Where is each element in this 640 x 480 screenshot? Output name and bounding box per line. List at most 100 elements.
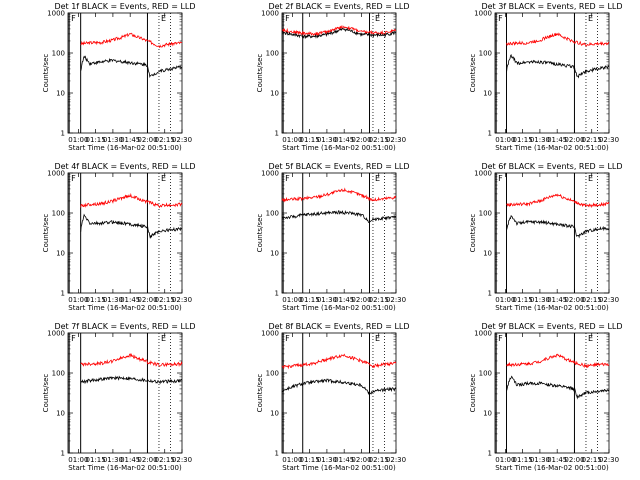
y-tick-label: 100 [479,50,492,58]
x-tick-label: 01:45 [334,296,354,304]
x-tick-label: 01:15 [513,456,533,464]
x-tick-label: 01:30 [530,296,550,304]
chart-title: Det 7f BLACK = Events, RED = LLD [54,322,195,331]
x-tick-label: 01:00 [68,136,88,144]
marker-label: E [161,14,166,23]
y-tick-label: 10 [56,90,65,98]
y-tick-label: 100 [266,210,279,218]
marker-label: E [161,334,166,343]
marker-label: F [71,334,76,343]
plot-frame [281,12,397,134]
panel-8: Det 8f BLACK = Events, RED = LLD 1 10 100 10… [256,322,410,472]
x-axis-label: Start Time (16-Mar-02 00:51:00) [282,304,396,312]
series-events-black [80,213,182,239]
x-tick-label: 01:30 [317,456,337,464]
marker-label: E [375,334,380,343]
y-tick-label: 100 [479,210,492,218]
x-tick-label: 01:15 [300,136,320,144]
x-tick-label: 02:30 [172,456,192,464]
y-tick-label: 1000 [261,330,279,338]
series-lld-red [281,187,397,203]
x-tick-label: 02:30 [386,136,406,144]
x-tick-label: 01:45 [120,296,140,304]
marker-label: F [498,334,503,343]
y-tick-label: 10 [270,410,279,418]
x-tick-label: 01:00 [495,456,515,464]
chart-title: Det 8f BLACK = Events, RED = LLD [268,322,409,331]
marker-label: F [71,14,76,23]
marker-label: E [375,174,380,183]
x-tick-label: 02:15 [369,136,389,144]
plot-frame [67,12,183,134]
y-tick-label: 1000 [261,170,279,178]
x-tick-label: 01:45 [334,136,354,144]
marker-label: E [588,14,593,23]
series-lld-red [281,25,396,37]
panel-3: Det 3f BLACK = Events, RED = LLD 1 10 100 10… [469,2,623,152]
x-tick-label: 02:00 [351,296,371,304]
plot-frame [281,332,397,454]
chart-title: Det 5f BLACK = Events, RED = LLD [268,162,409,171]
x-tick-label: 01:30 [103,296,123,304]
x-tick-label: 01:45 [547,136,567,144]
x-tick-label: 02:30 [599,456,619,464]
x-tick-label: 01:00 [68,296,88,304]
x-tick-label: 02:15 [155,296,175,304]
series-lld-red [80,353,183,368]
panel-1: Det 1f BLACK = Events, RED = LLD 1 10 100 10… [42,2,196,152]
y-axis-label: Counts/sec [256,214,264,253]
x-tick-label: 02:30 [386,296,406,304]
x-tick-label: 01:45 [120,136,140,144]
y-axis-label: Counts/sec [469,214,477,253]
x-tick-label: 01:30 [103,136,123,144]
x-tick-label: 02:00 [137,296,157,304]
series-events-black [506,375,610,400]
y-tick-label: 1000 [47,10,65,18]
y-tick-label: 1000 [261,10,279,18]
plot-frame [281,172,397,294]
y-tick-label: 1 [61,450,65,458]
plot-frame [67,332,183,454]
chart-title: Det 9f BLACK = Events, RED = LLD [481,322,622,331]
x-tick-label: 02:15 [582,136,602,144]
y-tick-label: 10 [270,250,279,258]
panel-5: Det 5f BLACK = Events, RED = LLD 1 10 100 10… [256,162,410,312]
x-axis-label: Start Time (16-Mar-02 00:51:00) [282,144,396,152]
series-lld-red [281,353,397,370]
marker-label: E [588,334,593,343]
x-tick-label: 01:30 [530,136,550,144]
x-tick-label: 01:00 [282,136,302,144]
panel-9: Det 9f BLACK = Events, RED = LLD 1 10 100 10… [469,322,623,472]
x-tick-label: 01:45 [547,456,567,464]
chart-title: Det 1f BLACK = Events, RED = LLD [54,2,195,11]
x-tick-label: 02:00 [137,456,157,464]
series-events-black [506,215,610,239]
x-tick-label: 02:00 [564,456,584,464]
panel-7: Det 7f BLACK = Events, RED = LLD 1 10 100 10… [42,322,196,472]
plot-frame [494,12,610,134]
x-tick-label: 01:30 [317,136,337,144]
x-tick-label: 02:30 [386,456,406,464]
y-tick-label: 1000 [474,170,492,178]
series-lld-red [506,353,610,369]
x-tick-label: 02:15 [582,456,602,464]
y-tick-label: 1 [275,450,279,458]
x-axis-label: Start Time (16-Mar-02 00:51:00) [495,304,609,312]
y-tick-label: 100 [266,370,279,378]
x-tick-label: 01:45 [120,456,140,464]
panel-2: Det 2f BLACK = Events, RED = LLD 1 10 100 10… [256,2,410,152]
y-tick-label: 1 [275,290,279,298]
x-axis-label: Start Time (16-Mar-02 00:51:00) [68,464,182,472]
x-tick-label: 02:15 [582,296,602,304]
x-axis-label: Start Time (16-Mar-02 00:51:00) [282,464,396,472]
x-tick-label: 01:00 [495,296,515,304]
y-tick-label: 100 [52,370,65,378]
x-tick-label: 01:45 [334,456,354,464]
x-tick-label: 01:15 [513,136,533,144]
x-tick-label: 02:00 [351,456,371,464]
series-events-black [506,53,610,79]
series-events-black [80,55,183,78]
plot-frame [494,332,610,454]
x-tick-label: 02:15 [155,456,175,464]
